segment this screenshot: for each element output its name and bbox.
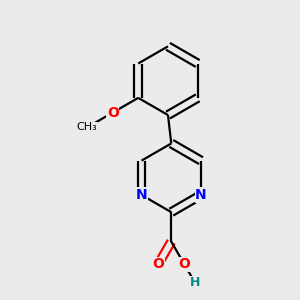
Text: N: N bbox=[136, 188, 147, 202]
Text: CH₃: CH₃ bbox=[77, 122, 98, 132]
Text: O: O bbox=[178, 257, 190, 271]
Text: N: N bbox=[195, 188, 207, 202]
Text: O: O bbox=[152, 257, 164, 271]
Text: H: H bbox=[190, 276, 200, 289]
Text: O: O bbox=[107, 106, 119, 120]
